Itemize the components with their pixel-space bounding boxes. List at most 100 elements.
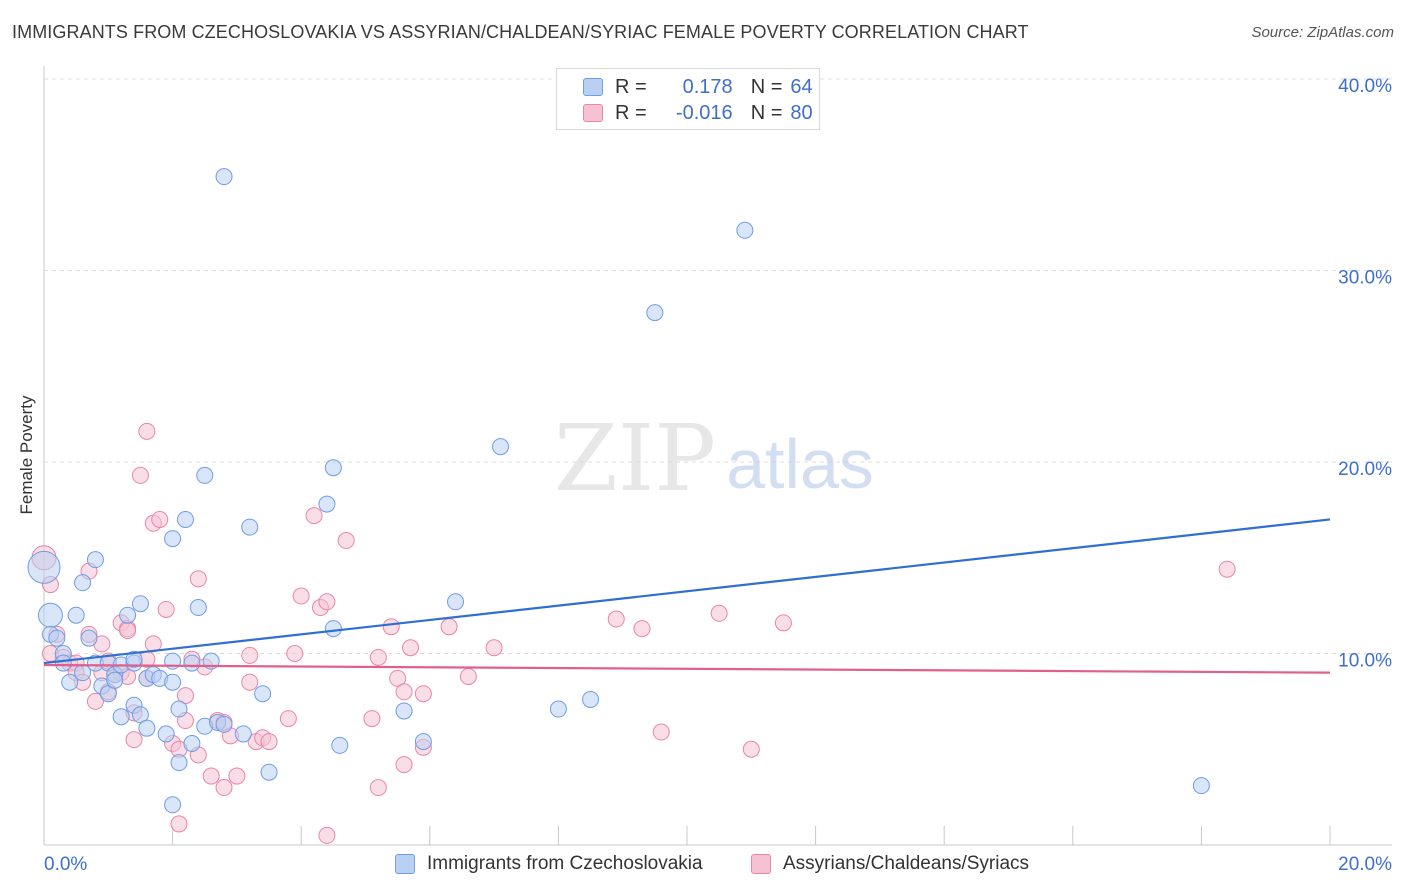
blue-data-point (138, 719, 156, 737)
pink-data-point (228, 767, 246, 785)
bottom-legend-label: Assyrians/Chaldeans/Syriacs (783, 853, 1030, 874)
pink-data-point (189, 570, 207, 588)
blue-data-point (196, 466, 214, 484)
y-tick-label: 20.0% (1338, 459, 1392, 480)
pink-swatch (751, 854, 771, 874)
pink-data-point (459, 667, 477, 685)
legend-n-value: 64 (790, 75, 813, 98)
pink-data-point (241, 673, 259, 691)
blue-data-point (414, 733, 432, 751)
pink-data-point (607, 610, 625, 628)
blue-data-point (54, 654, 72, 672)
pink-data-point (337, 532, 355, 550)
bottom-legend-label: Immigrants from Czechoslovakia (427, 853, 703, 874)
pink-data-point (279, 710, 297, 728)
pink-data-point (485, 639, 503, 657)
blue-data-point (74, 574, 92, 592)
watermark: ZIP atlas (554, 405, 874, 512)
pink-swatch (583, 104, 603, 122)
blue-data-point (125, 650, 143, 668)
bottom-legend-blue[interactable]: Immigrants from Czechoslovakia (395, 851, 703, 877)
blue-data-point (164, 673, 182, 691)
pink-data-point (742, 740, 760, 758)
pink-data-point (363, 710, 381, 728)
blue-data-point (164, 530, 182, 548)
blue-data-point (395, 702, 413, 720)
pink-data-point (440, 618, 458, 636)
blue-swatch (583, 78, 603, 96)
pink-data-point (395, 683, 413, 701)
bottom-legend-pink[interactable]: Assyrians/Chaldeans/Syriacs (751, 851, 1029, 877)
blue-data-point (324, 459, 342, 477)
blue-data-point (86, 551, 104, 569)
pink-data-point (774, 614, 792, 632)
source-credit: Source: ZipAtlas.com (1251, 24, 1394, 41)
blue-data-point (164, 796, 182, 814)
blue-data-point (582, 690, 600, 708)
watermark-atlas: atlas (726, 425, 874, 503)
blue-data-point (260, 763, 278, 781)
blue-data-point (170, 754, 188, 772)
pink-data-point (369, 779, 387, 797)
blue-data-point (215, 715, 233, 733)
blue-data-point (736, 221, 754, 239)
legend-n-label: N = (750, 101, 783, 124)
blue-data-point (189, 599, 207, 617)
data-points (27, 168, 1236, 844)
blue-data-point (37, 602, 63, 628)
blue-data-point (48, 629, 66, 647)
watermark-zip: ZIP (554, 405, 716, 512)
pink-data-point (215, 779, 233, 797)
blue-data-point (80, 629, 98, 647)
blue-data-point (549, 700, 567, 718)
blue-data-point (131, 595, 149, 613)
pink-data-point (286, 645, 304, 662)
trend-lines (43, 518, 1331, 674)
pink-data-point (260, 733, 278, 751)
pink-data-point (86, 692, 104, 710)
pink-data-point (241, 646, 259, 664)
blue-data-point (67, 606, 85, 624)
blue-data-point (215, 168, 233, 186)
pink-data-point (1218, 560, 1236, 578)
pink-data-point (382, 618, 400, 636)
blue-swatch (395, 854, 415, 874)
blue-data-point (106, 671, 124, 689)
blue-data-point (234, 725, 252, 743)
pink-data-point (202, 767, 220, 785)
pink-data-point (369, 648, 387, 666)
x-tick-label: 20.0% (1338, 854, 1392, 875)
pink-data-point (119, 622, 137, 640)
pink-data-point (305, 507, 323, 525)
y-tick-label: 30.0% (1338, 268, 1392, 289)
blue-data-point (646, 304, 664, 322)
blue-data-point (157, 725, 175, 743)
pink-trend-line (43, 663, 1331, 674)
pink-data-point (170, 815, 188, 833)
legend-r-value: 0.178 (682, 75, 733, 98)
x-tick-label: 0.0% (44, 854, 87, 875)
pink-data-point (652, 723, 670, 741)
blue-trend-line (43, 518, 1331, 665)
blue-data-point (241, 518, 259, 536)
blue-data-point (447, 593, 465, 611)
stats-legend: R = 0.178 N = 64 R = -0.016 N = 80 (556, 68, 820, 130)
pink-data-point (157, 600, 175, 618)
blue-data-point (183, 654, 201, 672)
legend-row-pink: R = -0.016 N = 80 (583, 100, 813, 126)
y-tick-label: 40.0% (1338, 76, 1392, 97)
blue-data-point (254, 685, 272, 703)
blue-data-point (61, 673, 79, 691)
pink-data-point (633, 620, 651, 638)
pink-data-point (131, 466, 149, 484)
pink-data-point (151, 510, 169, 528)
blue-data-point (318, 495, 336, 513)
blue-data-point (324, 620, 342, 638)
blue-data-point (492, 438, 510, 456)
pink-data-point (710, 604, 728, 622)
pink-data-point (318, 593, 336, 611)
pink-data-point (292, 587, 310, 605)
legend-r-value: -0.016 (675, 101, 733, 124)
legend-r-label: R = (615, 75, 647, 98)
